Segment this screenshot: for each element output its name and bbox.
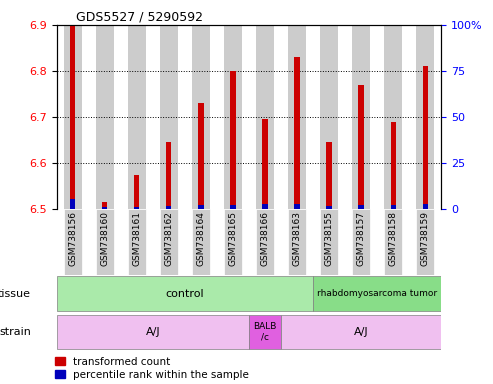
Bar xyxy=(96,25,113,209)
Bar xyxy=(390,122,396,209)
Text: strain: strain xyxy=(0,327,31,337)
Bar xyxy=(358,85,364,209)
Bar xyxy=(352,25,370,209)
Bar xyxy=(326,142,332,209)
Text: GSM738163: GSM738163 xyxy=(292,211,302,266)
Bar xyxy=(102,202,107,209)
Text: GSM738160: GSM738160 xyxy=(100,211,109,266)
Bar xyxy=(192,25,210,209)
Bar xyxy=(256,209,274,275)
Bar xyxy=(423,204,428,209)
Text: GDS5527 / 5290592: GDS5527 / 5290592 xyxy=(76,11,203,24)
Bar xyxy=(224,25,242,209)
Bar xyxy=(192,209,210,275)
Bar xyxy=(134,175,140,209)
Bar xyxy=(294,204,300,209)
Bar xyxy=(294,57,300,209)
Text: rhabdomyosarcoma tumor: rhabdomyosarcoma tumor xyxy=(317,289,437,298)
Bar xyxy=(313,276,441,311)
Text: control: control xyxy=(166,289,204,299)
Bar xyxy=(230,71,236,209)
Text: GSM738156: GSM738156 xyxy=(68,211,77,266)
Text: GSM738162: GSM738162 xyxy=(164,211,174,266)
Text: BALB
/c: BALB /c xyxy=(253,323,277,342)
Bar xyxy=(198,205,204,209)
Bar xyxy=(160,25,177,209)
Bar xyxy=(262,119,268,209)
Text: GSM738161: GSM738161 xyxy=(132,211,141,266)
Bar xyxy=(57,276,313,311)
Text: A/J: A/J xyxy=(145,327,160,337)
Bar xyxy=(70,25,75,209)
Text: GSM738155: GSM738155 xyxy=(324,211,334,266)
Bar xyxy=(288,209,306,275)
Bar xyxy=(230,205,236,209)
Text: A/J: A/J xyxy=(354,327,368,337)
Bar xyxy=(423,66,428,209)
Text: GSM738159: GSM738159 xyxy=(421,211,430,266)
Bar xyxy=(320,25,338,209)
Bar xyxy=(64,25,81,209)
Bar xyxy=(198,103,204,209)
Text: tissue: tissue xyxy=(0,289,31,299)
Legend: transformed count, percentile rank within the sample: transformed count, percentile rank withi… xyxy=(55,357,249,380)
Bar xyxy=(256,25,274,209)
Bar xyxy=(417,25,434,209)
Text: GSM738164: GSM738164 xyxy=(196,211,206,266)
Bar xyxy=(288,25,306,209)
Bar xyxy=(281,315,441,349)
Bar xyxy=(358,205,364,209)
Bar xyxy=(102,207,107,209)
Bar xyxy=(352,209,370,275)
Bar xyxy=(417,209,434,275)
Bar xyxy=(385,209,402,275)
Bar xyxy=(326,205,332,209)
Bar xyxy=(96,209,113,275)
Bar xyxy=(166,142,172,209)
Bar xyxy=(128,209,145,275)
Bar xyxy=(57,315,249,349)
Bar xyxy=(160,209,177,275)
Bar xyxy=(249,315,281,349)
Text: GSM738157: GSM738157 xyxy=(356,211,366,266)
Bar xyxy=(64,209,81,275)
Text: GSM738165: GSM738165 xyxy=(228,211,238,266)
Bar xyxy=(390,205,396,209)
Bar xyxy=(134,207,140,209)
Bar xyxy=(385,25,402,209)
Bar xyxy=(128,25,145,209)
Text: GSM738158: GSM738158 xyxy=(388,211,398,266)
Bar xyxy=(166,205,172,209)
Bar xyxy=(70,199,75,209)
Bar xyxy=(224,209,242,275)
Bar xyxy=(262,204,268,209)
Bar xyxy=(320,209,338,275)
Text: GSM738166: GSM738166 xyxy=(260,211,270,266)
